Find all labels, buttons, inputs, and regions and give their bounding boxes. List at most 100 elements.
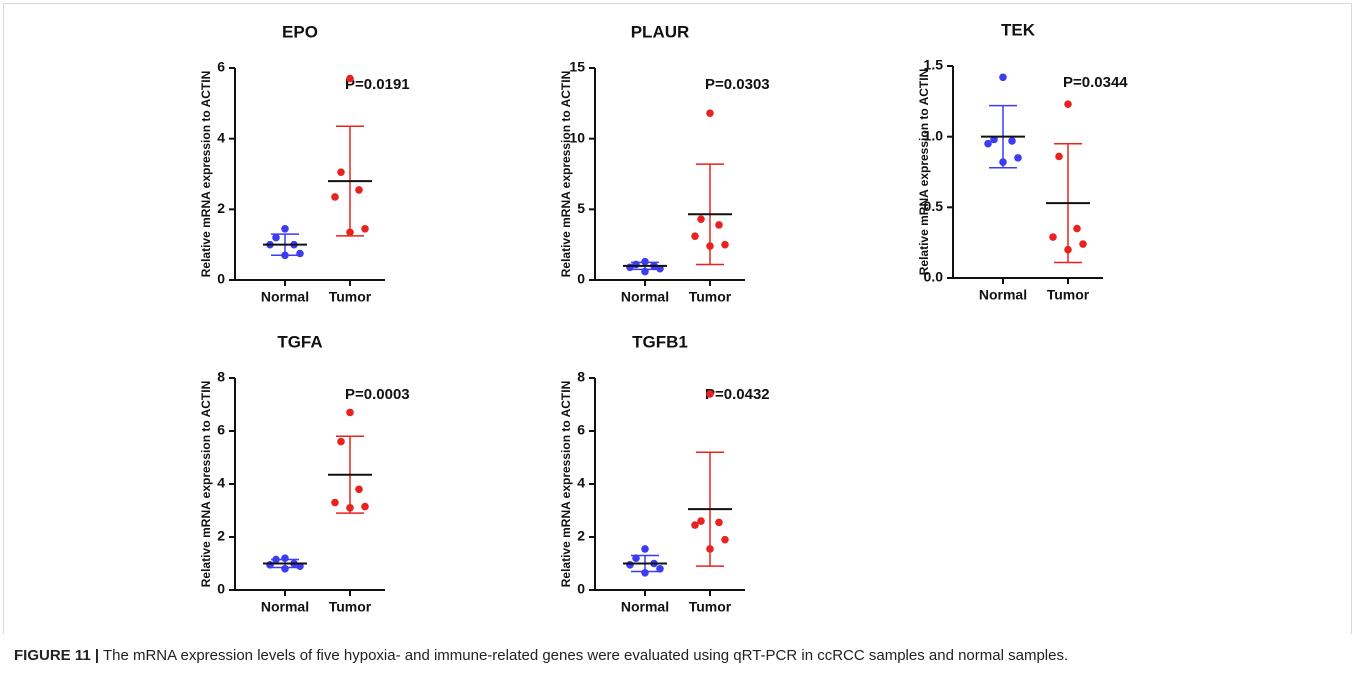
x-tick-label: Tumor bbox=[689, 289, 732, 305]
data-point bbox=[281, 554, 289, 562]
y-tick-label: 2 bbox=[577, 528, 585, 544]
y-tick-label: 0 bbox=[577, 581, 585, 597]
annotation: P=0.0303 bbox=[705, 76, 770, 93]
y-tick-label: 4 bbox=[217, 129, 225, 145]
y-tick-label: 6 bbox=[577, 422, 585, 438]
y-tick-label: 4 bbox=[577, 475, 585, 491]
data-point bbox=[715, 518, 723, 527]
data-point bbox=[361, 502, 369, 511]
figure-frame bbox=[3, 3, 1352, 634]
y-tick-label: 0 bbox=[217, 271, 225, 287]
data-point bbox=[331, 193, 339, 201]
x-tick-label: Tumor bbox=[689, 599, 732, 615]
data-point bbox=[1049, 233, 1057, 241]
chart-panel: EPO Relative mRNA expression to ACTIN P=0.… bbox=[199, 22, 409, 304]
x-tick-label: Tumor bbox=[329, 599, 372, 615]
x-tick-label: Tumor bbox=[329, 289, 372, 305]
data-point bbox=[355, 485, 363, 494]
data-point bbox=[281, 224, 289, 233]
chart-title: TGFB1 bbox=[632, 332, 688, 351]
chart-title: EPO bbox=[282, 22, 318, 41]
x-tick-label: Normal bbox=[621, 289, 669, 305]
y-tick-label: 4 bbox=[217, 475, 225, 491]
y-tick-label: 5 bbox=[577, 200, 585, 216]
y-tick-label: 0.0 bbox=[924, 269, 944, 285]
data-point bbox=[641, 568, 649, 577]
data-point bbox=[1008, 137, 1016, 145]
data-point bbox=[691, 521, 699, 529]
chart-panel: TEK Relative mRNA expression to ACTIN P=0.… bbox=[917, 20, 1128, 302]
data-point bbox=[706, 390, 714, 398]
chart-title: TGFA bbox=[277, 332, 322, 351]
data-point bbox=[355, 186, 363, 194]
annotation: P=0.0191 bbox=[345, 76, 410, 93]
data-point bbox=[656, 565, 664, 573]
data-point bbox=[641, 545, 649, 553]
chart-panel: TGFB1 Relative mRNA expression to ACTIN P=… bbox=[559, 332, 769, 614]
data-point bbox=[346, 504, 354, 512]
data-point bbox=[697, 215, 705, 224]
data-point bbox=[346, 228, 354, 237]
y-tick-label: 15 bbox=[569, 59, 585, 75]
data-point bbox=[691, 232, 699, 240]
data-point bbox=[1079, 240, 1087, 248]
chart-title: PLAUR bbox=[631, 22, 690, 41]
y-axis-label: Relative mRNA expression to ACTIN bbox=[199, 71, 213, 278]
data-point bbox=[1014, 154, 1022, 162]
data-point bbox=[281, 565, 289, 573]
data-point bbox=[1073, 224, 1081, 233]
caption-text: The mRNA expression levels of five hypox… bbox=[102, 647, 1069, 664]
charts: EPO Relative mRNA expression to ACTIN P=0.… bbox=[199, 20, 1128, 614]
chart-panel: PLAUR Relative mRNA expression to ACTIN P=… bbox=[559, 22, 769, 304]
y-tick-label: 0 bbox=[217, 581, 225, 597]
caption-label: FIGURE 11 | bbox=[14, 647, 100, 664]
x-tick-label: Tumor bbox=[1047, 287, 1090, 303]
data-point bbox=[999, 73, 1007, 82]
data-point bbox=[337, 168, 345, 177]
y-tick-label: 8 bbox=[217, 369, 225, 385]
y-axis-label: Relative mRNA expression to ACTIN bbox=[917, 69, 931, 276]
data-point bbox=[641, 257, 649, 266]
chart-panel: TGFA Relative mRNA expression to ACTIN P=0… bbox=[199, 332, 409, 614]
data-point bbox=[984, 139, 992, 148]
data-point bbox=[281, 251, 289, 260]
data-point bbox=[331, 498, 339, 507]
y-axis-label: Relative mRNA expression to ACTIN bbox=[559, 71, 573, 278]
x-tick-label: Normal bbox=[261, 289, 309, 305]
data-point bbox=[296, 249, 304, 258]
data-point bbox=[632, 554, 640, 562]
x-tick-label: Normal bbox=[979, 287, 1027, 303]
data-point bbox=[361, 224, 369, 233]
data-point bbox=[706, 109, 714, 118]
data-point bbox=[706, 545, 714, 553]
y-tick-label: 2 bbox=[217, 528, 225, 544]
data-point bbox=[1055, 152, 1063, 161]
y-tick-label: 1.0 bbox=[924, 127, 944, 143]
y-tick-label: 8 bbox=[577, 369, 585, 385]
data-point bbox=[697, 517, 705, 525]
y-tick-label: 1.5 bbox=[924, 57, 944, 73]
data-point bbox=[999, 158, 1007, 166]
y-axis-label: Relative mRNA expression to ACTIN bbox=[559, 381, 573, 588]
x-tick-label: Normal bbox=[261, 599, 309, 615]
annotation: P=0.0003 bbox=[345, 386, 410, 403]
data-point bbox=[1064, 100, 1072, 108]
data-point bbox=[272, 555, 280, 564]
y-tick-label: 0 bbox=[577, 271, 585, 287]
data-point bbox=[346, 74, 354, 83]
data-point bbox=[1064, 245, 1072, 254]
data-point bbox=[337, 437, 345, 446]
y-axis-label: Relative mRNA expression to ACTIN bbox=[199, 381, 213, 588]
y-tick-label: 2 bbox=[217, 200, 225, 216]
y-tick-label: 6 bbox=[217, 422, 225, 438]
data-point bbox=[715, 221, 723, 229]
y-tick-label: 10 bbox=[569, 129, 585, 145]
annotation: P=0.0344 bbox=[1063, 74, 1128, 91]
y-tick-label: 6 bbox=[217, 59, 225, 75]
y-tick-label: 0.5 bbox=[924, 198, 944, 214]
data-point bbox=[272, 233, 280, 242]
data-point bbox=[641, 267, 649, 276]
data-point bbox=[721, 535, 729, 544]
data-point bbox=[721, 240, 729, 249]
